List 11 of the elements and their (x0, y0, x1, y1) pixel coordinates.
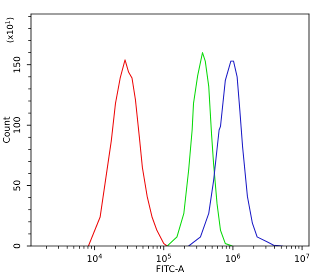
x-tick-label: 10$^{7}$ (295, 254, 310, 262)
x-axis-title: FITC-A (156, 265, 184, 272)
x-tick-label: 10$^{6}$ (226, 254, 240, 262)
y-tick-label: 50 (13, 180, 20, 191)
y-axis-title: Count (2, 116, 10, 143)
y-tick-label: 150 (13, 56, 20, 72)
x-tick-label: 10$^{5}$ (156, 254, 171, 262)
x-tick-label: 10$^{4}$ (88, 254, 102, 262)
y-tick-label: 100 (13, 117, 20, 133)
text: (x10$^{1}$) (5, 18, 14, 42)
y-tick-label: 0 (13, 244, 20, 248)
